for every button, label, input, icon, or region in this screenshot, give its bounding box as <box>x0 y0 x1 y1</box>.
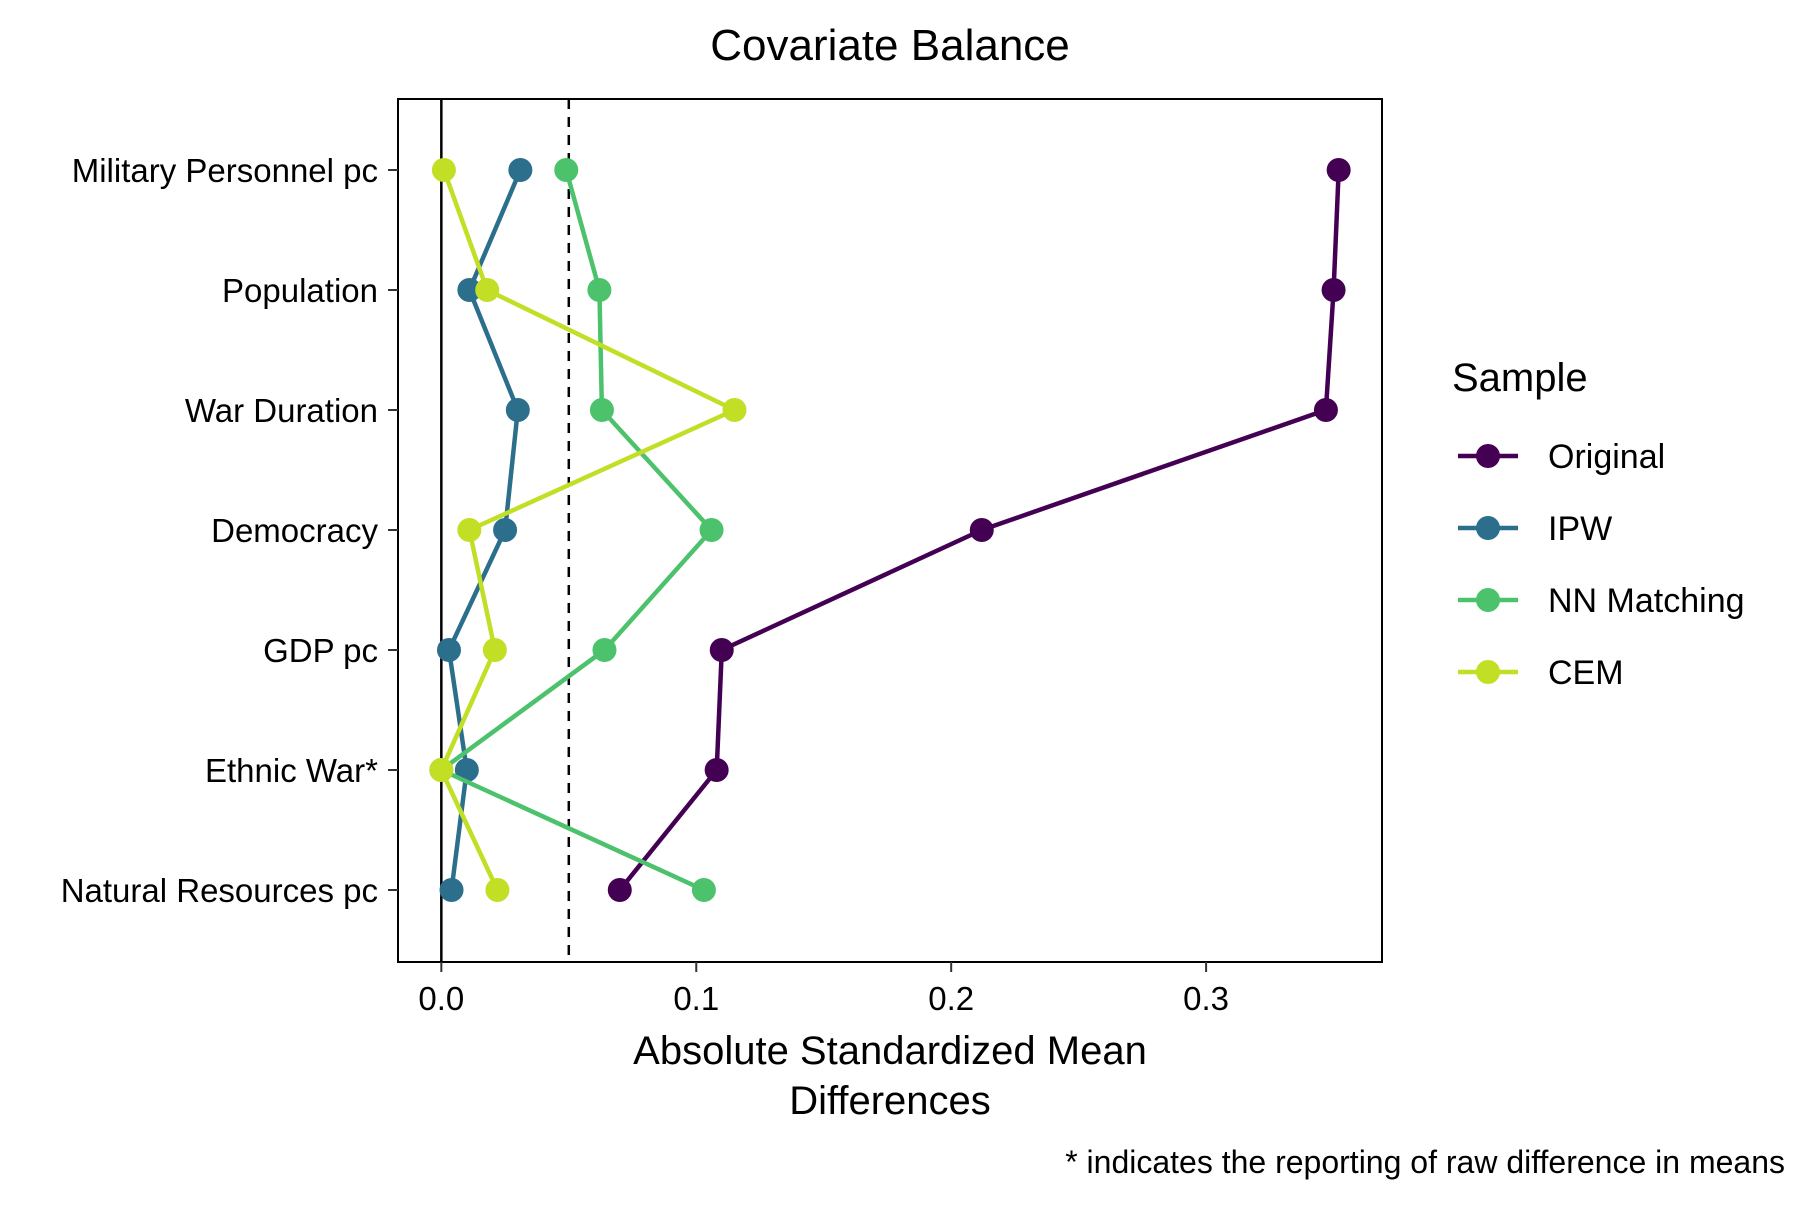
plot-area: Military Personnel pc Population War Durat… <box>61 98 1383 1017</box>
x-axis-title-line-1: Absolute Standardized Mean <box>633 1029 1147 1073</box>
x-tick-label: 0.3 <box>1183 980 1229 1017</box>
data-point-ipw <box>436 638 461 662</box>
data-point-original <box>1321 278 1346 302</box>
data-point-original <box>1313 398 1338 422</box>
y-tick-label: Democracy <box>211 512 378 549</box>
data-point-nn-matching <box>589 398 614 422</box>
legend: Original IPW NN Matching CEM <box>1458 438 1745 692</box>
data-point-cem <box>475 278 500 302</box>
legend-key-point-cem <box>1476 660 1500 684</box>
y-tick-label: War Duration <box>185 392 378 429</box>
legend-label-original: Original <box>1548 438 1665 476</box>
data-point-nn-matching <box>699 518 724 542</box>
legend-label-ipw: IPW <box>1548 510 1612 548</box>
y-tick-label: Natural Resources pc <box>61 872 378 909</box>
data-point-original <box>1326 158 1351 182</box>
legend-label-nn-matching: NN Matching <box>1548 582 1745 620</box>
data-point-ipw <box>505 398 530 422</box>
legend-title: Sample <box>1452 356 1588 400</box>
caption: * indicates the reporting of raw differe… <box>1065 1144 1785 1180</box>
chart-title: Covariate Balance <box>710 21 1070 70</box>
legend-key-point-nn-matching <box>1476 588 1500 612</box>
data-point-cem <box>485 878 510 902</box>
plot-panel-border <box>397 98 1383 963</box>
data-point-nn-matching <box>554 158 579 182</box>
y-tick-label: Military Personnel pc <box>72 152 378 189</box>
data-point-cem <box>457 518 482 542</box>
y-tick-label: GDP pc <box>263 632 378 669</box>
data-point-ipw <box>457 278 482 302</box>
data-point-nn-matching <box>587 278 612 302</box>
data-point-original <box>607 878 632 902</box>
data-point-nn-matching <box>691 878 716 902</box>
x-tick-label: 0.1 <box>673 980 719 1017</box>
data-point-nn-matching <box>592 638 617 662</box>
data-point-cem <box>429 758 454 782</box>
data-point-ipw <box>493 518 518 542</box>
y-tick-label: Population <box>222 272 378 309</box>
legend-key-point-ipw <box>1476 516 1500 540</box>
data-point-cem <box>431 158 456 182</box>
series-line-cem <box>439 169 737 891</box>
data-point-original <box>704 758 729 782</box>
x-tick-label: 0.0 <box>418 980 464 1017</box>
legend-label-cem: CEM <box>1548 654 1624 692</box>
data-point-original <box>969 518 994 542</box>
y-tick-label: Ethnic War* <box>205 752 378 789</box>
x-axis-title-line-2: Differences <box>789 1079 991 1123</box>
legend-key-point-original <box>1476 444 1500 468</box>
data-point-cem <box>482 638 507 662</box>
data-point-ipw <box>439 878 464 902</box>
data-point-ipw <box>454 758 479 782</box>
data-point-cem <box>722 398 747 422</box>
x-tick-label: 0.2 <box>928 980 974 1017</box>
data-point-original <box>709 638 734 662</box>
data-point-ipw <box>508 158 533 182</box>
